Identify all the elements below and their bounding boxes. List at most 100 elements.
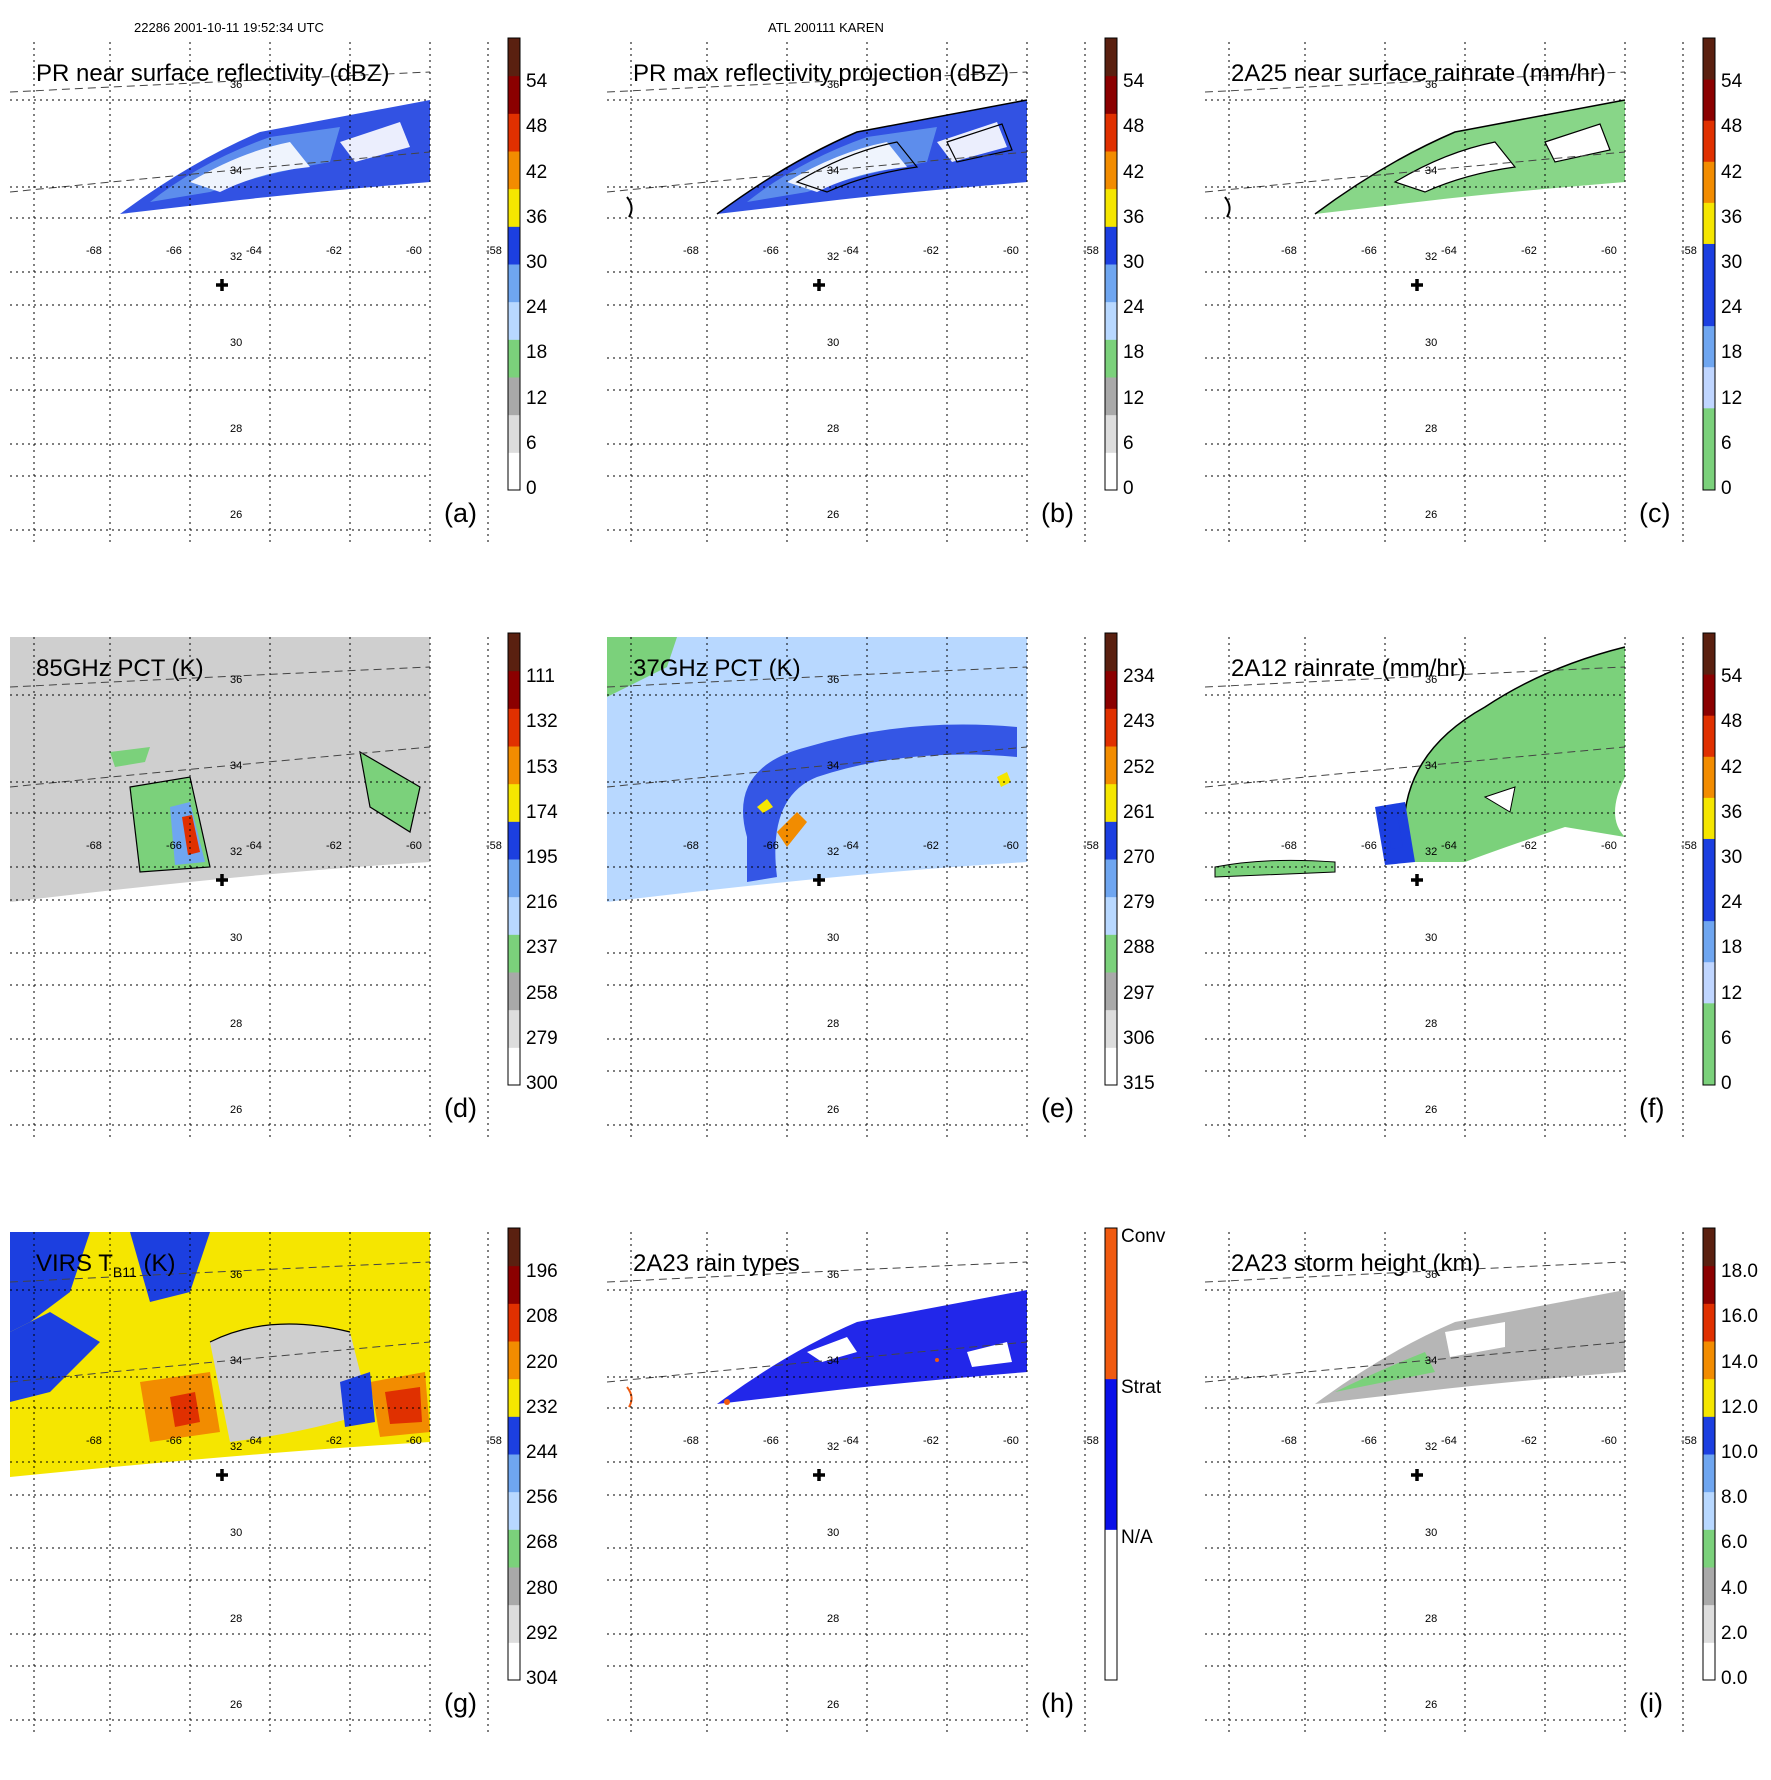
- panel-d: -68 -66 -64 -62 -60 -58 36 34 32 30 28 26 300 279 258 2…: [10, 625, 570, 1185]
- panel-title: PR near surface reflectivity (dBZ): [36, 60, 390, 87]
- lon-tick-label: -58: [486, 840, 502, 852]
- panel-title: PR max reflectivity projection (dBZ): [633, 60, 1010, 87]
- storm-center-marker: [1411, 279, 1423, 291]
- lon-tick-label: -66: [166, 245, 182, 257]
- lon-tick-label: -60: [1003, 840, 1019, 852]
- colorbar-label: 256: [526, 1487, 558, 1509]
- map-a: -68 -66 -64 -62 -60 -58 36 34 32 30 28 26: [10, 37, 521, 545]
- lon-tick-label: -66: [166, 840, 182, 852]
- colorbar-frame: [1702, 1227, 1716, 1681]
- lon-tick-label: -60: [1003, 1435, 1019, 1447]
- colorbar-label: 16.0: [1721, 1306, 1758, 1328]
- lat-tick-label: 26: [230, 509, 242, 521]
- colorbar-label: 14.0: [1721, 1351, 1758, 1373]
- lat-tick-label: 36: [230, 79, 242, 91]
- lat-tick-label: 32: [1425, 846, 1437, 858]
- lon-tick-label: -62: [326, 840, 342, 852]
- lon-tick-label: -62: [326, 1435, 342, 1447]
- colorbar-label: 42: [1721, 161, 1743, 183]
- colorbar-label: 288: [1123, 937, 1155, 959]
- lon-tick-label: -62: [923, 1435, 939, 1447]
- lon-tick-label: -58: [1681, 840, 1697, 852]
- colorbar-label: 306: [1123, 1027, 1155, 1049]
- lon-tick-label: -64: [843, 245, 859, 257]
- lat-tick-label: 34: [827, 1355, 839, 1367]
- panel-f: -68 -66 -64 -62 -60 -58 36 34 32 30 28 26 0 6 12 18 24 30…: [1205, 625, 1765, 1185]
- lon-tick-label: -68: [86, 840, 102, 852]
- panel-title: VIRS TB11 (K): [36, 1250, 176, 1280]
- colorbar-category: Conv: [1121, 1226, 1166, 1247]
- colorbar-label: 270: [1123, 847, 1155, 868]
- lon-tick-label: -68: [683, 245, 699, 257]
- lon-tick-label: -66: [166, 1435, 182, 1447]
- panel-title: 2A23 storm height (km): [1231, 1250, 1481, 1277]
- colorbar-label: 0: [526, 478, 537, 499]
- colorbar-label: 36: [1721, 206, 1743, 228]
- storm-center-marker: [1411, 874, 1423, 886]
- panel-g: -68 -66 -64 -62 -60 -58 36 34 32 30 28 26 304 292 280 2…: [10, 1220, 570, 1780]
- colorbar-label: 18: [1123, 342, 1145, 364]
- colorbar-label: 0.0: [1721, 1668, 1748, 1689]
- panel-letter: (c): [1639, 498, 1671, 528]
- colorbar-label: 18: [1721, 937, 1743, 959]
- colorbar-label: 174: [526, 801, 558, 823]
- lon-tick-label: -62: [1521, 1435, 1537, 1447]
- colorbar-label: 6: [1721, 1027, 1732, 1049]
- lon-tick-label: -60: [406, 840, 422, 852]
- lon-tick-label: -64: [246, 840, 262, 852]
- lat-tick-label: 34: [1425, 760, 1437, 772]
- colorbar-frame: [1104, 1227, 1118, 1681]
- lat-tick-label: 36: [1425, 1269, 1437, 1281]
- lat-tick-label: 36: [1425, 79, 1437, 91]
- lat-tick-label: 34: [230, 760, 242, 772]
- lat-tick-label: 26: [827, 1104, 839, 1116]
- colorbar-label: 111: [526, 666, 555, 688]
- map-c: -68 -66 -64 -62 -60 -58 36 34 32 30 28 26: [1205, 37, 1716, 545]
- storm-center-marker: [1411, 1469, 1423, 1481]
- lat-tick-label: 36: [827, 674, 839, 686]
- lat-tick-label: 26: [1425, 509, 1437, 521]
- panel-letter: (a): [444, 498, 477, 528]
- lat-tick-label: 36: [827, 79, 839, 91]
- panel-letter: (f): [1639, 1093, 1665, 1123]
- colorbar-label: 268: [526, 1532, 558, 1554]
- lat-tick-label: 34: [827, 165, 839, 177]
- colorbar-label: 18.0: [1721, 1261, 1758, 1283]
- storm-center-marker: [216, 1469, 228, 1481]
- colorbar-label: 315: [1123, 1073, 1155, 1094]
- colorbar-label: 208: [526, 1306, 558, 1328]
- colorbar-label: 42: [1721, 756, 1743, 778]
- lat-tick-label: 32: [827, 846, 839, 858]
- lat-tick-label: 26: [230, 1104, 242, 1116]
- map-e: -68 -66 -64 -62 -60 -58 36 34 32 30 28 26: [607, 632, 1118, 1140]
- lon-tick-label: -60: [1601, 245, 1617, 257]
- lat-tick-label: 32: [1425, 1441, 1437, 1453]
- lon-tick-label: -62: [1521, 840, 1537, 852]
- lat-tick-label: 30: [230, 337, 242, 349]
- lat-tick-label: 32: [1425, 251, 1437, 263]
- lon-tick-label: -68: [86, 1435, 102, 1447]
- panel-i: -68 -66 -64 -62 -60 -58 36 34 32 30 28 26 0.0 2.0 4.0 6…: [1205, 1220, 1765, 1780]
- data-swath: [10, 637, 430, 902]
- lat-tick-label: 30: [230, 932, 242, 944]
- lat-tick-label: 28: [230, 1613, 242, 1625]
- colorbar-label: 279: [526, 1027, 558, 1049]
- lon-tick-label: -58: [486, 1435, 502, 1447]
- colorbar-frame: [507, 632, 521, 1086]
- colorbar-label: 6: [526, 432, 537, 454]
- colorbar-label: 216: [526, 892, 558, 914]
- lat-tick-label: 30: [1425, 1527, 1437, 1539]
- colorbar-label: 36: [1721, 801, 1743, 823]
- lat-tick-label: 32: [827, 1441, 839, 1453]
- lon-tick-label: -66: [1361, 245, 1377, 257]
- lat-tick-label: 28: [230, 423, 242, 435]
- lat-tick-label: 28: [230, 1018, 242, 1030]
- panel-title: 2A23 rain types: [633, 1250, 800, 1277]
- lon-tick-label: -58: [1681, 1435, 1697, 1447]
- lon-tick-label: -60: [406, 245, 422, 257]
- colorbar-label: 243: [1123, 711, 1155, 733]
- panel-letter: (e): [1041, 1093, 1074, 1123]
- storm-center-marker: [813, 874, 825, 886]
- panel-c: -68 -66 -64 -62 -60 -58 36 34 32 30 28 26 0 6 12 18 24 30…: [1205, 30, 1765, 590]
- map-d: -68 -66 -64 -62 -60 -58 36 34 32 30 28 26: [10, 632, 521, 1140]
